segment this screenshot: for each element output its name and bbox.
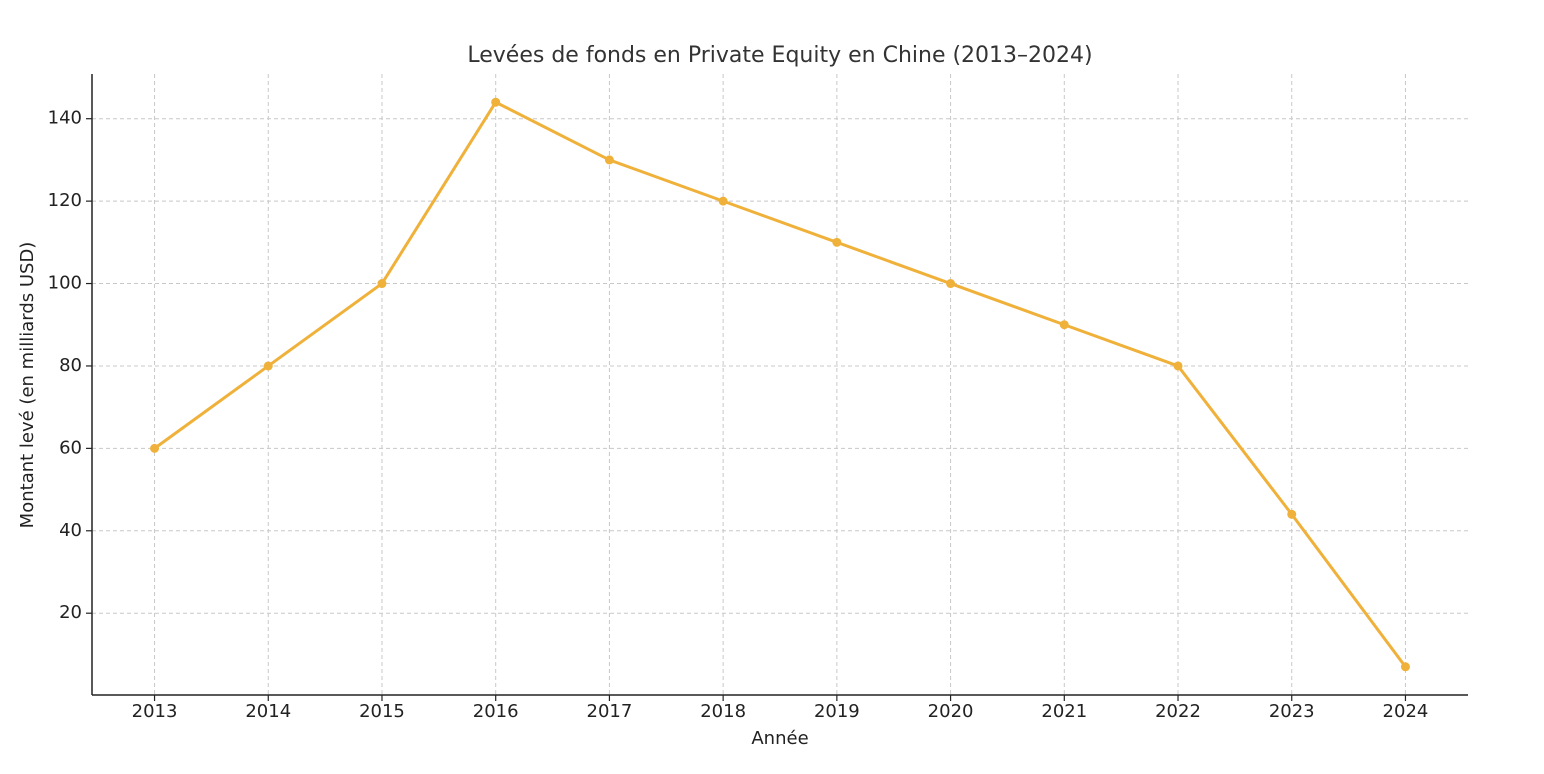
y-tick-label: 120 [48, 190, 82, 211]
x-tick-label: 2017 [587, 701, 633, 722]
chart-title: Levées de fonds en Private Equity en Chi… [467, 43, 1092, 68]
x-tick-label: 2024 [1383, 701, 1429, 722]
x-tick-label: 2015 [359, 701, 405, 722]
data-point [832, 237, 842, 247]
data-point [377, 279, 387, 289]
y-tick-label: 140 [48, 108, 82, 129]
data-point [1400, 662, 1410, 672]
x-tick-label: 2023 [1269, 701, 1315, 722]
y-tick-label: 60 [59, 437, 82, 458]
x-tick-label: 2020 [928, 701, 974, 722]
x-tick-label: 2021 [1041, 701, 1087, 722]
data-point [1173, 361, 1183, 371]
y-tick-label: 40 [59, 520, 82, 541]
data-point [263, 361, 273, 371]
data-point [1287, 509, 1297, 519]
data-point [491, 97, 501, 107]
y-axis-label: Montant levé (en milliards USD) [17, 242, 38, 529]
x-tick-label: 2019 [814, 701, 860, 722]
y-tick-label: 20 [59, 602, 82, 623]
x-tick-label: 2014 [245, 701, 291, 722]
x-tick-label: 2013 [132, 701, 178, 722]
x-tick-label: 2018 [700, 701, 746, 722]
data-point [946, 279, 956, 289]
data-point [718, 196, 728, 206]
x-tick-label: 2022 [1155, 701, 1201, 722]
y-tick-label: 100 [48, 273, 82, 294]
data-point [604, 155, 614, 165]
data-point [150, 443, 160, 453]
data-line [153, 100, 1407, 668]
y-tick-label: 80 [59, 355, 82, 376]
data-point [1059, 320, 1069, 330]
x-axis-label: Année [751, 728, 808, 749]
x-tick-label: 2016 [473, 701, 519, 722]
